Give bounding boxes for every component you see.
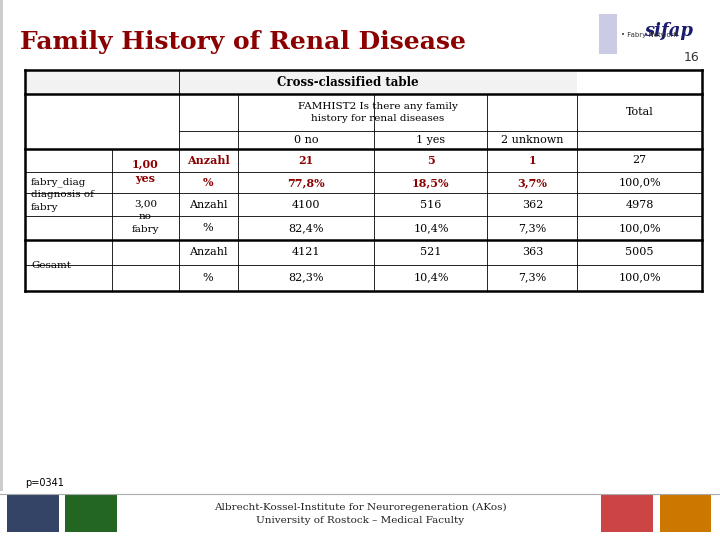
- Text: 521: 521: [420, 247, 441, 257]
- Text: 77,8%: 77,8%: [287, 177, 325, 188]
- Text: Cross-classified table: Cross-classified table: [277, 76, 418, 89]
- Text: 1,00
yes: 1,00 yes: [132, 158, 159, 185]
- Text: 16: 16: [684, 51, 700, 64]
- Text: Anzahl: Anzahl: [189, 200, 228, 210]
- Text: Anzahl: Anzahl: [186, 155, 230, 166]
- Text: 3,00
no
fabry: 3,00 no fabry: [132, 200, 159, 233]
- Text: 100,0%: 100,0%: [618, 273, 661, 282]
- Text: 18,5%: 18,5%: [412, 177, 450, 188]
- Text: 1 yes: 1 yes: [416, 135, 446, 145]
- Text: %: %: [203, 177, 213, 188]
- Text: sifap: sifap: [644, 22, 693, 39]
- Text: 1: 1: [528, 155, 536, 166]
- Text: 4978: 4978: [626, 200, 654, 210]
- Text: %: %: [203, 223, 213, 233]
- Text: 82,4%: 82,4%: [288, 223, 324, 233]
- Bar: [25, 70, 577, 94]
- Text: 10,4%: 10,4%: [413, 223, 449, 233]
- Text: 10,4%: 10,4%: [413, 273, 449, 282]
- Bar: [601, 494, 653, 532]
- Text: 4100: 4100: [292, 200, 320, 210]
- Text: %: %: [203, 273, 213, 282]
- Text: fabry_diag
diagnosis of
fabry: fabry_diag diagnosis of fabry: [31, 177, 94, 212]
- Text: 100,0%: 100,0%: [618, 178, 661, 187]
- Bar: [25, 70, 702, 470]
- Text: 3,7%: 3,7%: [518, 177, 547, 188]
- Bar: [660, 494, 711, 532]
- Text: Total: Total: [626, 107, 654, 117]
- Bar: [0, 0, 3, 491]
- Text: 27: 27: [633, 156, 647, 165]
- Text: Family History of Renal Disease: Family History of Renal Disease: [20, 30, 466, 53]
- Text: 4121: 4121: [292, 247, 320, 257]
- Text: 0 no: 0 no: [294, 135, 318, 145]
- Text: 7,3%: 7,3%: [518, 273, 546, 282]
- Text: p=0341: p=0341: [25, 478, 64, 488]
- Text: 5: 5: [427, 155, 435, 166]
- Text: 362: 362: [522, 200, 543, 210]
- Text: 21: 21: [298, 155, 314, 166]
- Text: 363: 363: [522, 247, 543, 257]
- Bar: [7, 494, 59, 532]
- Text: 82,3%: 82,3%: [288, 273, 324, 282]
- Text: Gesamt: Gesamt: [31, 261, 71, 269]
- Text: FAMHIST2 Is there any family
history for renal diseases: FAMHIST2 Is there any family history for…: [298, 102, 458, 123]
- Bar: [65, 494, 117, 532]
- Bar: [599, 14, 617, 54]
- Text: • Fabry Network: • Fabry Network: [621, 32, 678, 38]
- Text: 7,3%: 7,3%: [518, 223, 546, 233]
- Text: Albrecht-Kossel-Institute for Neuroregeneration (AKos)
University of Rostock – M: Albrecht-Kossel-Institute for Neuroregen…: [214, 503, 506, 525]
- Text: 100,0%: 100,0%: [618, 223, 661, 233]
- Text: Anzahl: Anzahl: [189, 247, 228, 257]
- Text: 5005: 5005: [626, 247, 654, 257]
- Text: 2 unknown: 2 unknown: [501, 135, 564, 145]
- Text: 516: 516: [420, 200, 441, 210]
